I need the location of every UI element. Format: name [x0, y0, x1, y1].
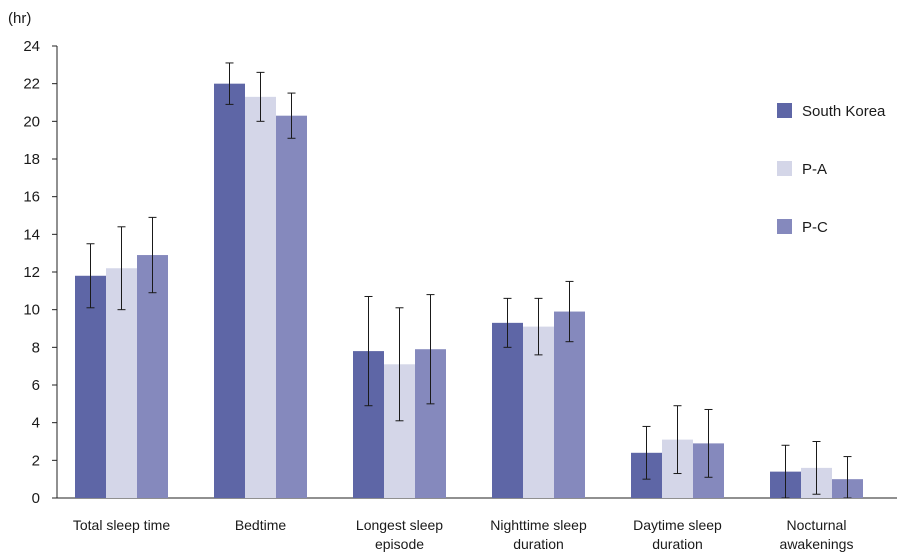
y-tick-label: 22: [23, 76, 40, 93]
x-tick-label: Nighttime sleep: [490, 517, 587, 533]
legend-swatch: [777, 103, 792, 118]
y-tick-label: 0: [32, 490, 40, 507]
bar: [492, 322, 523, 498]
bar: [214, 83, 245, 499]
legend-label: P-A: [802, 161, 827, 178]
x-tick-label: duration: [513, 536, 564, 552]
legend: South Korea P-A P-C: [777, 103, 886, 236]
y-tick-label: 2: [32, 452, 40, 469]
bar: [554, 311, 585, 498]
x-tick-label: Longest sleep: [356, 517, 443, 533]
bar: [137, 255, 168, 498]
bars: [75, 83, 863, 499]
bar: [75, 275, 106, 498]
bar: [276, 115, 307, 498]
x-tick-label: Daytime sleep: [633, 517, 722, 533]
x-tick-label: Nocturnal: [787, 517, 847, 533]
y-tick-label: 18: [23, 151, 40, 168]
y-tick-label: 8: [32, 339, 40, 356]
y-axis-unit-label: (hr): [8, 10, 31, 27]
y-tick-label: 16: [23, 189, 40, 206]
x-tick-label: episode: [375, 536, 424, 552]
y-tick-label: 24: [23, 38, 40, 55]
x-axis-labels: Total sleep time Bedtime Longest sleep epis…: [73, 517, 854, 552]
x-tick-label: awakenings: [780, 536, 854, 552]
y-tick-label: 12: [23, 264, 40, 281]
y-tick-label: 4: [32, 415, 40, 432]
x-tick-label: duration: [652, 536, 703, 552]
y-tick-label: 6: [32, 377, 40, 394]
legend-swatch: [777, 219, 792, 234]
legend-label: P-C: [802, 219, 828, 236]
y-tick-label: 10: [23, 302, 40, 319]
error-bars: [86, 62, 852, 499]
bar: [245, 96, 276, 498]
y-tick-label: 14: [23, 226, 40, 243]
y-tick-label: 20: [23, 113, 40, 130]
x-tick-label: Total sleep time: [73, 517, 170, 533]
x-tick-label: Bedtime: [235, 517, 287, 533]
legend-swatch: [777, 161, 792, 176]
legend-label: South Korea: [802, 103, 886, 120]
